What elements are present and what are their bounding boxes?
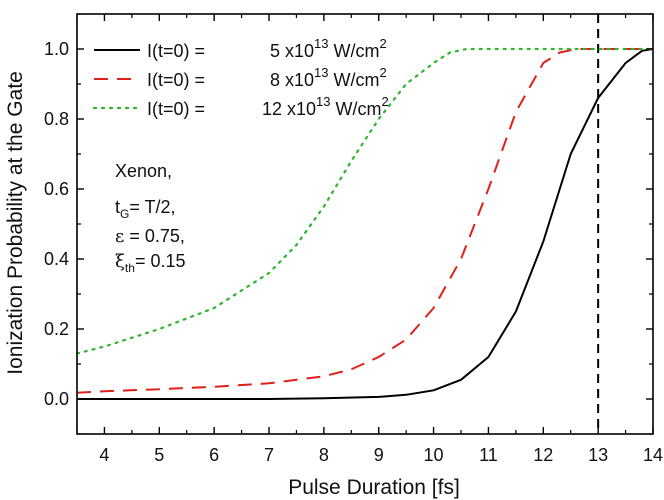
legend-unit-exp: 2 [380,36,387,51]
annotation-t-rest: = T/2, [129,197,175,217]
series-line-1 [77,48,653,400]
annotation-eps-rest: = 0.75, [124,226,185,246]
x-tick-label: 4 [99,445,109,465]
annotation-eps-symbol: ε [115,226,124,247]
annotation-xenon: Xenon, [115,161,172,181]
annotation-xi-rest: = 0.15 [135,251,186,271]
series-lines [77,14,653,434]
legend-coef: 12 x10 [262,99,316,119]
x-tick-label: 12 [533,445,553,465]
series-line-3 [77,47,653,355]
x-tick-label: 6 [209,445,219,465]
annotation-tg: tG= T/2, [115,197,176,221]
legend-prefix: I(t=0) = [147,99,205,119]
legend-unit: W/cm [329,41,380,61]
annotation-xi: ξth= 0.15 [115,251,185,275]
axes: 4 5 6 7 8 9 10 11 12 13 14 0.0 0.2 0.4 0.6 0.8 1.0 [44,13,663,465]
annotation-t: t [115,197,120,217]
x-tick-label: 5 [154,445,164,465]
x-tick-label: 7 [264,445,274,465]
legend-unit: W/cm [331,99,382,119]
y-tick-label: 0.2 [44,319,69,339]
y-tick-label: 0.6 [44,179,69,199]
series-line-2 [77,48,653,394]
parameter-annotation: Xenon, tG= T/2, ε = 0.75, ξth= 0.15 [115,161,185,275]
annotation-epsilon: ε = 0.75, [115,226,185,247]
legend-coef: 8 x10 [270,70,314,90]
x-tick-label: 14 [643,445,663,465]
annotation-xi-sub: th [125,261,135,275]
legend-entry-3: I(t=0) = 12 x1013 W/cm2 [147,94,389,119]
legend-exp: 13 [314,36,328,51]
annotation-xi-symbol: ξ [115,251,125,272]
x-tick-label: 10 [424,445,444,465]
x-tick-label: 8 [319,445,329,465]
y-axis-label: Ionization Probability at the Gate [4,71,27,375]
legend-unit: W/cm [329,70,380,90]
x-axis-label: Pulse Duration [fs] [288,476,460,499]
x-tick-label: 9 [374,445,384,465]
legend-entry-1: I(t=0) = 5 x1013 W/cm2 [147,36,387,61]
legend-unit-exp: 2 [380,65,387,80]
legend-exp: 13 [314,65,328,80]
legend-prefix: I(t=0) = [147,41,205,61]
x-tick-label: 13 [588,445,608,465]
y-tick-label: 1.0 [44,39,69,59]
y-tick-label: 0.4 [44,249,69,269]
legend-coef: 5 x10 [270,41,314,61]
annotation-t-sub: G [120,207,129,221]
y-tick-label: 0.0 [44,389,69,409]
x-tick-label: 11 [479,445,498,465]
legend-entry-2: I(t=0) = 8 x1013 W/cm2 [147,65,387,90]
y-tick-label: 0.8 [44,109,69,129]
legend-prefix: I(t=0) = [147,70,205,90]
legend-exp: 13 [316,94,330,109]
legend-unit-exp: 2 [382,94,389,109]
